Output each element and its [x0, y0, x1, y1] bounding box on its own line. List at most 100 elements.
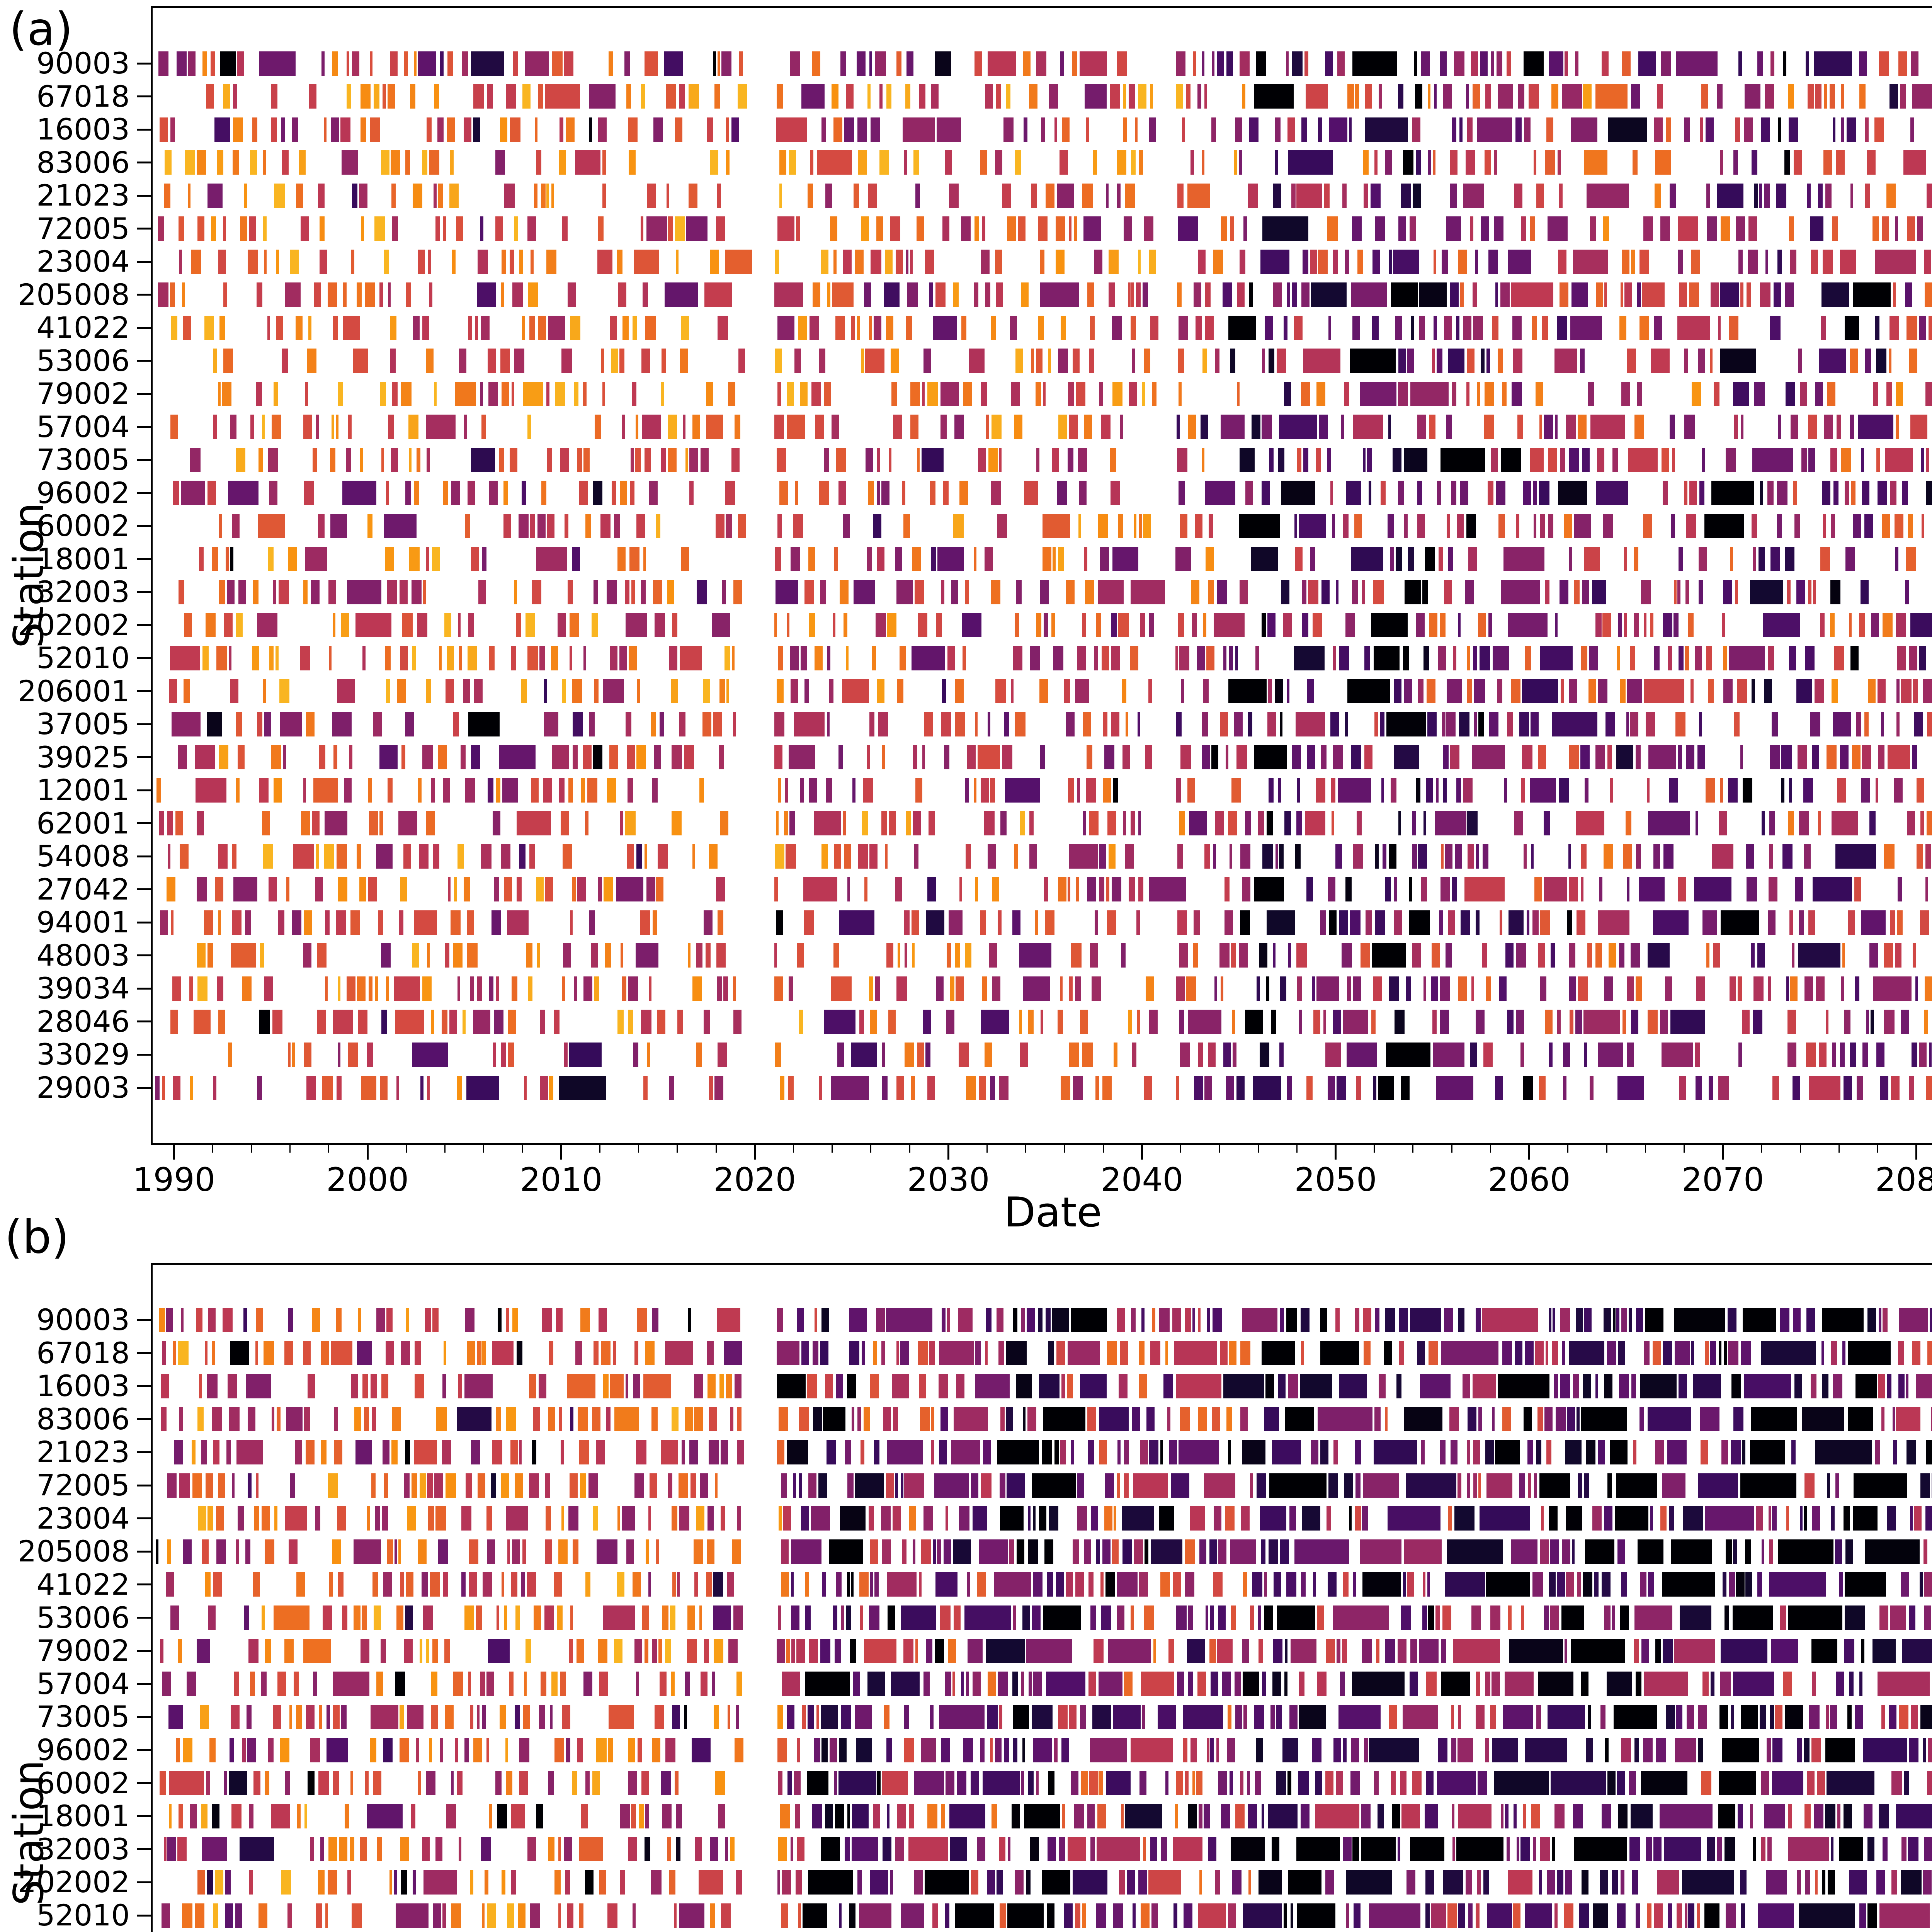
event-bar [1735, 580, 1738, 604]
event-bar [375, 976, 379, 1001]
event-bar [895, 877, 902, 902]
event-bar [857, 315, 860, 340]
event-bar [263, 216, 267, 241]
event-bar [1882, 1308, 1888, 1332]
event-bar [1734, 712, 1740, 736]
event-bar [1738, 976, 1742, 1001]
event-bar [1448, 1506, 1452, 1531]
event-bar [1367, 447, 1372, 472]
event-bar [1539, 415, 1543, 439]
event-bar [1820, 613, 1825, 638]
event-bar [412, 943, 420, 968]
event-bar [1793, 1308, 1801, 1332]
event-bar [1690, 679, 1694, 704]
event-bar [1893, 282, 1896, 307]
event-bar [777, 1738, 787, 1762]
event-bar [1146, 1407, 1155, 1432]
event-bar [571, 547, 580, 571]
event-bar [681, 315, 689, 340]
event-bar [992, 877, 1000, 902]
event-bar [1228, 1704, 1232, 1729]
event-bar [1278, 778, 1281, 803]
event-bar [235, 1903, 243, 1928]
event-bar [656, 1539, 659, 1564]
event-bar [778, 1506, 782, 1531]
event-bar [1895, 514, 1904, 538]
event-bar [778, 1605, 781, 1630]
event-bar [978, 745, 1000, 770]
event-bar [845, 1440, 852, 1464]
event-bar [1841, 976, 1844, 1001]
event-bar [926, 1638, 932, 1663]
event-bar [1112, 547, 1139, 571]
event-bar [921, 1738, 936, 1762]
event-bar [357, 1341, 372, 1366]
event-bar [1284, 811, 1291, 836]
event-bar [1040, 282, 1079, 307]
event-bar [1887, 1374, 1891, 1398]
event-bar [852, 1804, 869, 1828]
event-bar [1556, 1407, 1566, 1432]
event-bar [1398, 216, 1406, 241]
event-bar [819, 349, 825, 373]
event-bar [367, 1043, 373, 1067]
event-bar [971, 1870, 979, 1895]
event-bar [1598, 910, 1630, 935]
event-bar [286, 877, 290, 902]
event-bar [236, 778, 240, 803]
event-bar [512, 51, 518, 76]
event-bar [510, 447, 517, 472]
event-bar [1188, 1804, 1197, 1828]
event-bar [1478, 1771, 1488, 1796]
event-bar [1592, 580, 1606, 604]
event-bar [1849, 613, 1852, 638]
event-bar [495, 150, 505, 175]
event-bar [264, 1771, 269, 1796]
event-bar [1910, 1506, 1913, 1531]
event-bar [1510, 1539, 1537, 1564]
event-bar [1375, 1308, 1379, 1332]
event-bar [1581, 844, 1587, 869]
event-bar [694, 1837, 702, 1862]
event-bar [1830, 447, 1837, 472]
event-bar [327, 1738, 349, 1762]
event-bar [252, 646, 259, 670]
event-bar [1382, 844, 1386, 869]
event-bar [1042, 1440, 1052, 1464]
event-bar [534, 183, 538, 208]
event-bar [170, 282, 175, 307]
event-bar [1235, 646, 1238, 670]
event-bar [616, 249, 623, 274]
event-bar [937, 1539, 941, 1564]
event-bar [1529, 84, 1539, 109]
event-bar [418, 1771, 421, 1796]
event-bar [303, 910, 312, 935]
event-bar [1833, 712, 1852, 736]
event-bar [1931, 1407, 1932, 1432]
event-bar [1442, 712, 1445, 736]
event-bar [340, 117, 351, 142]
event-bar [1026, 1638, 1073, 1663]
event-bar [1298, 1771, 1309, 1796]
event-bar [888, 1009, 896, 1034]
event-bar [1110, 84, 1120, 109]
event-bar [1172, 1308, 1181, 1332]
event-bar [1833, 481, 1839, 505]
event-bar [397, 679, 406, 704]
event-bar [686, 216, 708, 241]
event-bar [481, 1837, 492, 1862]
event-bar [1644, 679, 1684, 704]
event-bar [1881, 712, 1884, 736]
event-bar [940, 1738, 951, 1762]
event-bar [1777, 514, 1782, 538]
event-bar [1650, 1506, 1653, 1531]
event-bar [1561, 1605, 1584, 1630]
event-bar [1250, 1473, 1253, 1498]
event-bar [1675, 712, 1685, 736]
event-bar [1740, 745, 1743, 770]
event-bar [1621, 381, 1630, 406]
event-bar [857, 1407, 861, 1432]
event-bar [435, 216, 440, 241]
event-bar [869, 1870, 888, 1895]
event-bar [1839, 1837, 1864, 1862]
